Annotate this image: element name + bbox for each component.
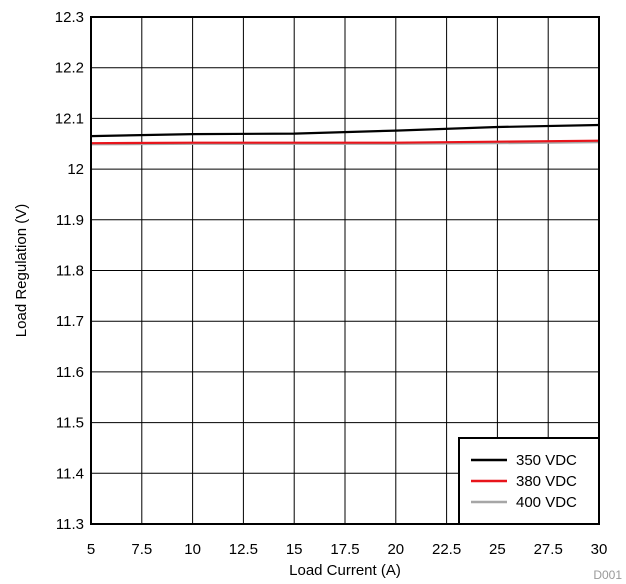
y-axis-label: Load Regulation (V) xyxy=(13,204,30,337)
y-tick-label: 11.4 xyxy=(56,465,84,482)
x-tick-labels: 5 7.5 10 12.5 15 17.5 20 22.5 25 27.5 30 xyxy=(87,541,608,558)
y-tick-label: 12 xyxy=(67,161,84,178)
y-tick-label: 12.3 xyxy=(55,9,84,26)
x-tick-label: 17.5 xyxy=(330,541,359,558)
series-line-350-vdc xyxy=(90,123,600,138)
y-tick-label: 12.2 xyxy=(55,60,84,77)
y-tick-label: 11.8 xyxy=(56,263,84,280)
x-tick-label: 25 xyxy=(489,541,506,558)
x-tick-label: 27.5 xyxy=(534,541,563,558)
x-axis-label: Load Current (A) xyxy=(289,562,401,579)
y-tick-label: 12.1 xyxy=(55,110,84,127)
legend-label: 350 VDC xyxy=(516,452,577,469)
legend-label: 380 VDC xyxy=(516,473,577,490)
y-tick-label: 11.3 xyxy=(56,516,84,533)
x-tick-label: 30 xyxy=(591,541,608,558)
x-tick-label: 12.5 xyxy=(229,541,258,558)
x-tick-label: 5 xyxy=(87,541,95,558)
legend: 350 VDC 380 VDC 400 VDC xyxy=(458,437,600,525)
x-tick-label: 7.5 xyxy=(131,541,152,558)
y-tick-labels: 11.3 11.4 11.5 11.6 11.7 11.8 11.9 12 12.1 12.2 12… xyxy=(55,9,84,533)
y-tick-label: 11.7 xyxy=(56,313,84,330)
series-layer xyxy=(90,123,600,146)
figure-id: D001 xyxy=(593,568,622,582)
x-tick-label: 15 xyxy=(286,541,303,558)
y-tick-label: 11.9 xyxy=(56,212,84,229)
plot-frame xyxy=(90,16,600,525)
x-tick-label: 10 xyxy=(184,541,201,558)
y-tick-label: 11.5 xyxy=(56,415,84,432)
series-line-380-vdc xyxy=(90,139,600,145)
x-tick-label: 22.5 xyxy=(432,541,461,558)
y-tick-label: 11.6 xyxy=(56,364,84,381)
legend-label: 400 VDC xyxy=(516,494,577,511)
x-tick-label: 20 xyxy=(387,541,404,558)
